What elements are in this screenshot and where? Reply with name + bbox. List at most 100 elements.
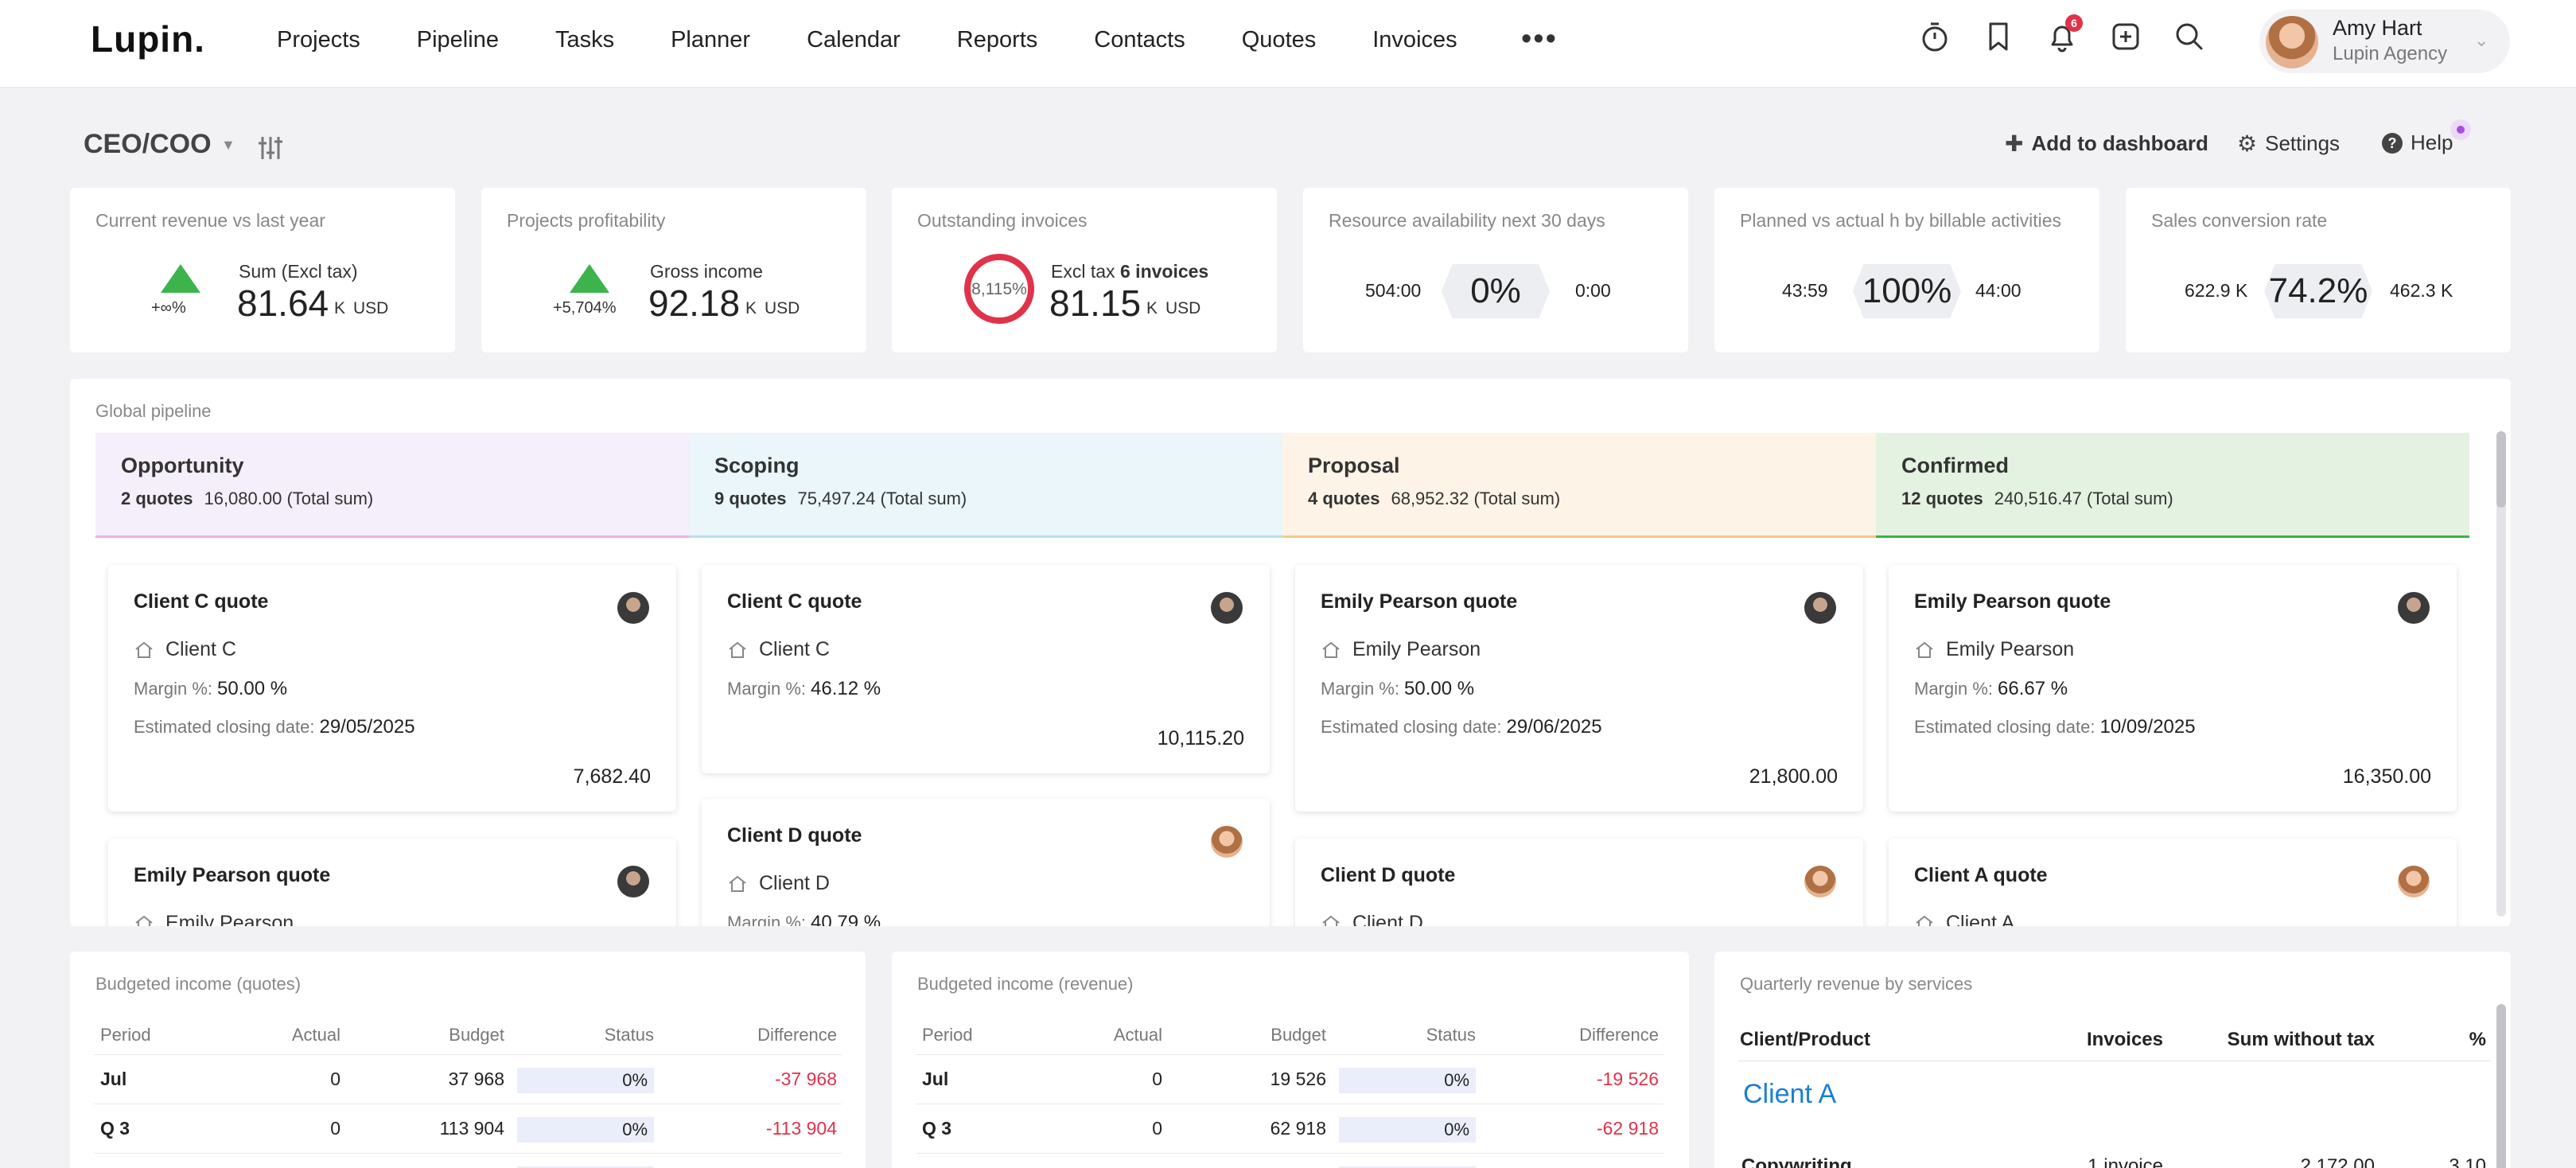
- kpi-sales-conversion[interactable]: Sales conversion rate 622.9 K 74.2% 462.…: [2126, 188, 2511, 352]
- status-bar: 0%: [517, 1068, 654, 1093]
- client-name: Client C: [759, 638, 830, 660]
- more-menu-icon[interactable]: •••: [1521, 22, 1558, 56]
- table-row[interactable]: [94, 1154, 842, 1168]
- nav-calendar[interactable]: Calendar: [807, 26, 901, 53]
- home-icon: [729, 875, 746, 892]
- kpi-label: Gross income: [650, 261, 763, 282]
- user-organization: Lupin Agency: [2333, 43, 2448, 64]
- period: Jul: [922, 1069, 949, 1089]
- kpi-resource-availability[interactable]: Resource availability next 30 days 504:0…: [1303, 188, 1688, 352]
- kpi-change: +5,704%: [553, 299, 617, 317]
- caret-down-icon[interactable]: ▼: [221, 137, 235, 153]
- kpi-planned-vs-actual[interactable]: Planned vs actual h by billable activiti…: [1714, 188, 2099, 352]
- quarterly-scrollbar[interactable]: [2496, 1004, 2506, 1168]
- add-to-dashboard-button[interactable]: ✚ Add to dashboard: [2005, 130, 2208, 157]
- add-square-icon[interactable]: [2108, 19, 2143, 54]
- settings-button[interactable]: ⚙ Settings: [2237, 130, 2340, 157]
- nav-planner[interactable]: Planner: [671, 26, 751, 53]
- stage-opportunity[interactable]: Opportunity 2 quotes 16,080.00 (Total sum…: [95, 433, 689, 538]
- col-difference: Difference: [757, 1024, 837, 1045]
- nav-reports[interactable]: Reports: [956, 26, 1038, 53]
- scrollbar-thumb[interactable]: [2496, 1004, 2506, 1168]
- user-menu[interactable]: Amy Hart Lupin Agency ⌄: [2259, 10, 2510, 73]
- status-bar: [517, 1166, 654, 1168]
- budget: 62 918: [1270, 1118, 1326, 1139]
- avatar: [2398, 866, 2430, 897]
- timer-icon[interactable]: [1917, 19, 1952, 54]
- status-bar: 0%: [517, 1117, 654, 1143]
- kpi-current-revenue[interactable]: Current revenue vs last year +∞% Sum (Ex…: [70, 188, 455, 352]
- quote-card[interactable]: Emily Pearson quote Emily Pearson Margin…: [1889, 565, 2457, 812]
- bell-icon[interactable]: 6: [2045, 14, 2083, 54]
- bookmark-icon[interactable]: [1981, 19, 2016, 54]
- table-row[interactable]: Jul 0 37 968 0% -37 968: [94, 1055, 842, 1104]
- table-row[interactable]: [916, 1154, 1664, 1168]
- kpi-value: 92.18: [648, 282, 741, 324]
- product-name: Copywriting: [1741, 1155, 1852, 1168]
- panel-title: Budgeted income (revenue): [917, 974, 1134, 994]
- margin-value: 50.00 %: [217, 678, 288, 699]
- scrollbar-thumb[interactable]: [2496, 431, 2506, 508]
- quote-card[interactable]: Client C quote Client C Margin %: 50.00 %…: [108, 565, 676, 812]
- col-client-product: Client/Product: [1740, 1029, 1871, 1050]
- pipeline-scrollbar[interactable]: [2496, 431, 2506, 917]
- nav-pipeline[interactable]: Pipeline: [416, 26, 499, 53]
- nav-projects[interactable]: Projects: [277, 26, 360, 53]
- quote-amount: 16,350.00: [2342, 765, 2431, 788]
- help-button[interactable]: ? Help: [2382, 130, 2453, 155]
- client-name: Client A: [1946, 912, 2015, 926]
- quote-card[interactable]: Client C quote Client C Margin %: 46.12 %…: [702, 565, 1270, 773]
- quote-title: Emily Pearson quote: [1914, 590, 2111, 613]
- avatar: [1211, 826, 1243, 858]
- dashboard-selector[interactable]: CEO/COO: [84, 129, 212, 159]
- app-logo[interactable]: Lupin.: [91, 18, 205, 60]
- difference: -62 918: [1596, 1118, 1659, 1139]
- margin-value: 66.67 %: [1998, 678, 2068, 699]
- status-bar: 0%: [1339, 1068, 1476, 1093]
- table-row[interactable]: Jul 0 19 526 0% -19 526: [916, 1055, 1664, 1104]
- table-row[interactable]: Q 3 0 113 904 0% -113 904: [94, 1104, 842, 1154]
- nav-contacts[interactable]: Contacts: [1094, 26, 1185, 53]
- stage-scoping[interactable]: Scoping 9 quotes 75,497.24 (Total sum): [689, 433, 1282, 538]
- quote-title: Client A quote: [1914, 864, 2048, 886]
- col-actual: Actual: [1113, 1024, 1162, 1045]
- stage-confirmed[interactable]: Confirmed 12 quotes 240,516.47 (Total sum…: [1876, 433, 2469, 538]
- quote-card[interactable]: Emily Pearson quote Emily Pearson Margin…: [1295, 565, 1863, 812]
- quote-card[interactable]: Client D quote Client D: [1295, 839, 1863, 926]
- help-icon: ?: [2382, 132, 2403, 154]
- table-row[interactable]: Q 3 0 62 918 0% -62 918: [916, 1104, 1664, 1154]
- avatar: [2266, 16, 2318, 68]
- quote-closing-date: Estimated closing date: 29/05/2025: [134, 716, 415, 738]
- kpi-projects-profitability[interactable]: Projects profitability +5,704% Gross inc…: [481, 188, 866, 352]
- status-bar: [1339, 1166, 1476, 1168]
- kpi-pill-value: 0%: [1442, 264, 1550, 318]
- margin-value: 46.12 %: [811, 678, 881, 699]
- quote-card[interactable]: Emily Pearson quote Emily Pearson: [108, 839, 676, 926]
- kpi-right-value: 44:00: [1975, 280, 2021, 301]
- kpi-value: 81.64: [237, 282, 329, 324]
- kpi-currency: USD: [1165, 299, 1201, 317]
- stage-name: Scoping: [714, 454, 800, 477]
- kpi-title: Outstanding invoices: [917, 210, 1088, 231]
- closing-value: 10/09/2025: [2099, 716, 2196, 738]
- nav-tasks[interactable]: Tasks: [555, 26, 615, 53]
- quote-client: Client D: [727, 872, 830, 895]
- chevron-down-icon: ⌄: [2474, 30, 2489, 50]
- table-header: Period Actual Budget Status Difference: [94, 1015, 842, 1055]
- quote-card[interactable]: Client A quote Client A: [1889, 839, 2457, 926]
- kpi-value: 81.15: [1049, 282, 1142, 324]
- nav-invoices[interactable]: Invoices: [1372, 26, 1457, 53]
- actual: 0: [330, 1069, 340, 1089]
- client-link[interactable]: Client A: [1743, 1079, 1837, 1109]
- kpi-outstanding-invoices[interactable]: Outstanding invoices 8,115% Excl tax 6 i…: [892, 188, 1277, 352]
- help-notification-dot: [2450, 119, 2471, 140]
- quote-client: Client C: [727, 638, 830, 661]
- quote-title: Emily Pearson quote: [1321, 590, 1518, 613]
- stage-proposal[interactable]: Proposal 4 quotes 68,952.32 (Total sum): [1282, 433, 1876, 538]
- search-icon[interactable]: [2172, 19, 2207, 54]
- quote-card[interactable]: Client D quote Client D Margin %: 40.79 %: [702, 799, 1270, 926]
- client-name: Client C: [165, 638, 236, 660]
- nav-quotes[interactable]: Quotes: [1241, 26, 1317, 53]
- sliders-icon[interactable]: [255, 132, 286, 164]
- col-sum: Sum without tax: [2227, 1029, 2375, 1050]
